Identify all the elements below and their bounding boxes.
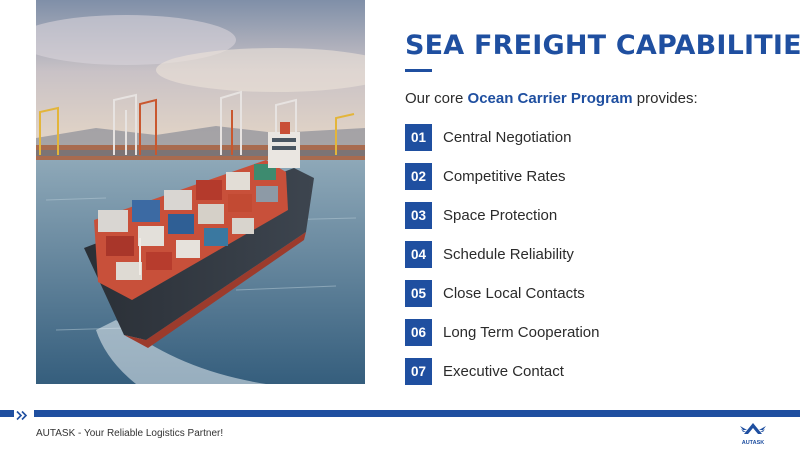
- logo-text: AUTASK: [742, 440, 765, 446]
- capability-item: 04 Schedule Reliability: [405, 240, 765, 268]
- capability-item: 01 Central Negotiation: [405, 123, 765, 151]
- title-underline: [405, 69, 432, 72]
- capability-number: 02: [405, 162, 432, 190]
- autask-logo: AUTASK: [738, 420, 768, 446]
- intro-text: Our core Ocean Carrier Program provides:: [405, 90, 698, 107]
- capability-label: Central Negotiation: [443, 128, 572, 146]
- capability-item: 05 Close Local Contacts: [405, 279, 765, 307]
- capability-item: 03 Space Protection: [405, 201, 765, 229]
- capability-label: Space Protection: [443, 206, 558, 224]
- intro-highlight: Ocean Carrier Program: [467, 90, 633, 107]
- capability-item: 02 Competitive Rates: [405, 162, 765, 190]
- capability-number: 06: [405, 318, 432, 346]
- intro-prefix: Our core: [405, 90, 468, 107]
- slide-title: SEA FREIGHT CAPABILITIES: [405, 30, 800, 61]
- capability-number: 05: [405, 279, 432, 307]
- capability-number: 07: [405, 357, 432, 385]
- capability-label: Close Local Contacts: [443, 284, 585, 302]
- capability-number: 04: [405, 240, 432, 268]
- capability-number: 01: [405, 123, 432, 151]
- capability-number: 03: [405, 201, 432, 229]
- container-ship-photo: [36, 0, 365, 384]
- footer-tagline: AUTASK - Your Reliable Logistics Partner…: [36, 428, 224, 439]
- capability-label: Long Term Cooperation: [443, 323, 600, 341]
- capability-item: 06 Long Term Cooperation: [405, 318, 765, 346]
- double-chevron-right-icon: [14, 408, 34, 421]
- capability-item: 07 Executive Contact: [405, 357, 765, 385]
- capability-label: Competitive Rates: [443, 167, 566, 185]
- capability-label: Schedule Reliability: [443, 245, 574, 263]
- capability-label: Executive Contact: [443, 362, 564, 380]
- intro-suffix: provides:: [632, 90, 698, 107]
- footer-bar: [0, 410, 800, 417]
